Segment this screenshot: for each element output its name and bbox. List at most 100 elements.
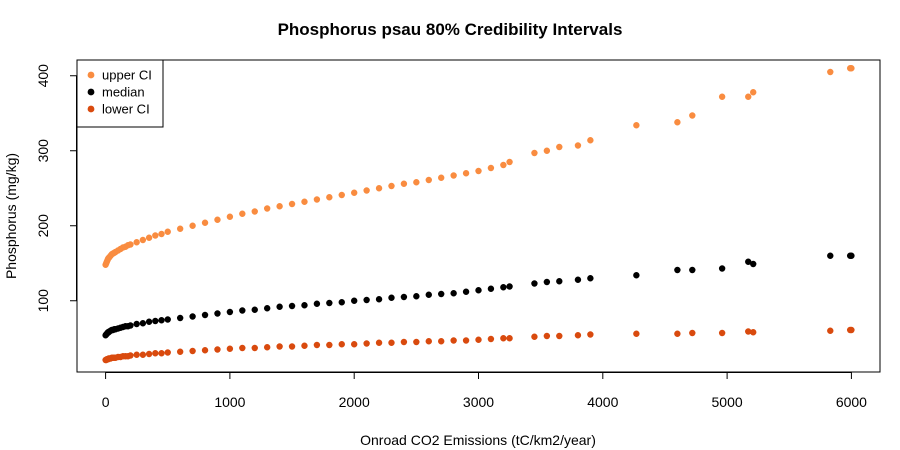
data-point [139,236,147,244]
data-point [214,346,221,353]
data-point [425,176,432,184]
data-point [214,310,221,317]
data-point [226,308,234,316]
data-point [263,344,271,351]
data-point [450,290,457,297]
data-point [674,119,681,126]
data-point [413,179,420,186]
data-point [176,225,184,232]
data-point [574,142,582,149]
data-point [438,290,445,298]
data-point [750,329,757,336]
data-point [413,338,420,346]
data-point [475,287,482,294]
y-tick-label: 300 [35,139,51,163]
data-point [288,302,296,310]
data-point [718,265,726,272]
data-point [276,343,283,350]
data-point [239,210,246,217]
data-point [251,208,258,215]
data-point [400,293,408,301]
data-point [587,331,594,338]
plot-frame [76,59,881,373]
data-point [214,216,221,223]
chart-title: Phosphorus psau 80% Credibility Interval… [278,20,623,39]
data-point [556,143,563,151]
data-point [848,326,855,334]
data-point [425,338,432,345]
data-point [127,241,134,248]
data-point [531,280,538,287]
data-point [506,283,513,290]
data-point [413,293,420,300]
data-point [326,194,333,201]
data-point [848,65,855,72]
data-point [450,337,457,344]
data-point [350,341,358,348]
data-point [718,93,726,100]
series-upper-ci [102,65,855,268]
data-point [350,189,358,196]
legend-marker [87,71,95,79]
legend-label: lower CI [102,102,150,117]
data-point [313,341,321,349]
data-point [313,300,321,307]
data-point [251,306,258,313]
data-point [587,275,594,282]
data-point [276,203,283,210]
data-point [531,333,538,340]
data-point [164,228,171,235]
data-point [363,296,370,304]
x-tick-label: 6000 [836,394,867,410]
data-point [338,299,345,306]
series-lower-ci [102,326,855,364]
x-axis-label: Onroad CO2 Emissions (tC/km2/year) [360,432,596,448]
data-point [375,185,383,192]
data-point [506,335,513,342]
data-point [139,351,147,358]
data-point [633,330,640,337]
data-point [462,337,470,344]
x-axis: 0 1000 2000 3000 4000 5000 6000 [102,372,867,410]
data-point [288,343,296,350]
data-point [487,335,495,343]
data-point [201,219,209,226]
data-point [145,234,153,241]
data-point [127,322,134,329]
data-point [139,320,147,327]
data-point [848,252,855,259]
data-point [239,344,246,352]
data-point [189,222,196,229]
data-point [745,258,752,265]
data-point [475,167,482,175]
y-axis: 100 200 300 400 [35,64,77,312]
data-point [301,342,308,349]
data-point [158,317,165,324]
data-point [556,278,563,285]
data-point [189,347,196,355]
y-tick-label: 400 [35,64,51,88]
data-point [301,302,308,309]
x-tick-label: 0 [102,394,110,410]
data-point [388,339,395,346]
data-point [226,345,234,352]
series-median [102,252,855,339]
data-point [500,161,507,169]
legend: upper CI median lower CI [76,59,164,128]
x-tick-label: 5000 [712,394,743,410]
data-point [276,303,283,310]
data-point [745,93,752,100]
y-axis-label: Phosphorus (mg/kg) [3,153,19,279]
data-point [674,330,681,337]
data-point [475,336,482,343]
data-point [462,288,470,295]
data-point [633,272,640,279]
data-point [201,311,209,319]
data-point [263,305,271,312]
data-point [158,230,165,238]
data-point [718,329,726,337]
data-point [543,332,551,340]
data-point [827,252,834,259]
data-point [152,350,159,357]
